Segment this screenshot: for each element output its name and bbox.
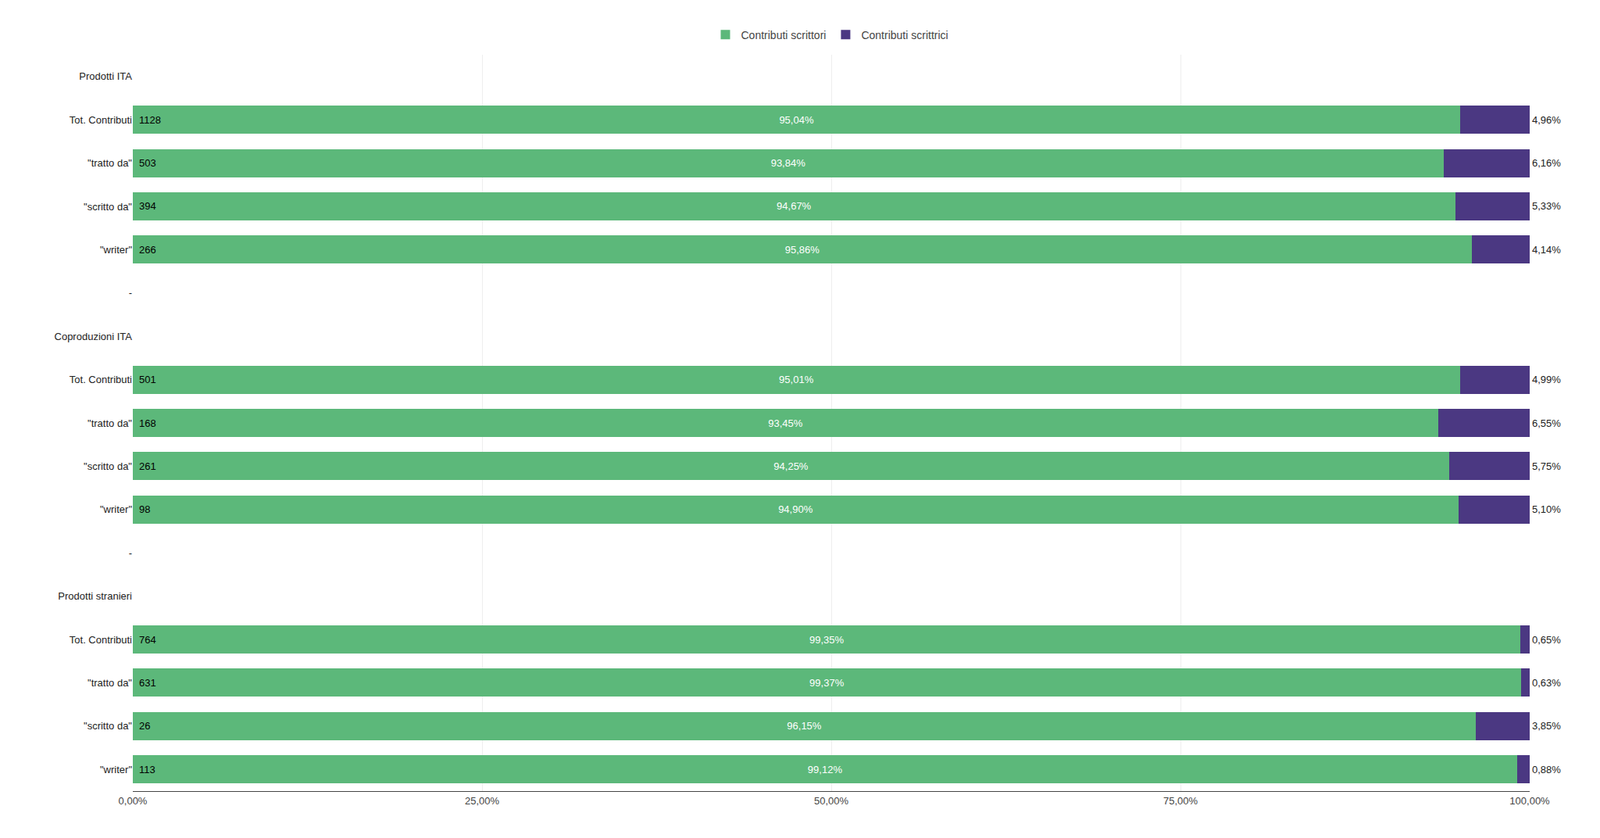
svg-text:93,45%: 93,45% bbox=[767, 417, 804, 429]
svg-text:94,90%: 94,90% bbox=[778, 503, 814, 515]
svg-text:"tratto da": "tratto da" bbox=[87, 157, 133, 169]
svg-text:5,75%: 5,75% bbox=[1532, 460, 1561, 472]
svg-text:Contributi scrittrici: Contributi scrittrici bbox=[860, 28, 948, 42]
svg-text:394: 394 bbox=[139, 200, 157, 212]
svg-text:764: 764 bbox=[139, 633, 157, 646]
svg-text:501: 501 bbox=[139, 373, 157, 386]
svg-text:Prodotti ITA: Prodotti ITA bbox=[78, 70, 133, 83]
svg-text:1128: 1128 bbox=[139, 114, 161, 126]
svg-text:6,55%: 6,55% bbox=[1532, 417, 1561, 429]
svg-text:5,10%: 5,10% bbox=[1532, 503, 1561, 515]
svg-text:100,00%: 100,00% bbox=[1509, 794, 1550, 807]
svg-text:"tratto da": "tratto da" bbox=[87, 676, 133, 689]
svg-text:Tot. Contributi: Tot. Contributi bbox=[69, 373, 133, 386]
svg-text:"scritto da": "scritto da" bbox=[83, 460, 133, 472]
svg-text:503: 503 bbox=[139, 157, 157, 169]
svg-text:261: 261 bbox=[139, 460, 157, 472]
svg-text:99,12%: 99,12% bbox=[807, 763, 843, 775]
svg-text:4,99%: 4,99% bbox=[1532, 373, 1561, 386]
svg-text:5,33%: 5,33% bbox=[1532, 200, 1561, 212]
svg-text:95,01%: 95,01% bbox=[778, 373, 815, 386]
svg-text:266: 266 bbox=[139, 243, 157, 256]
svg-text:75,00%: 75,00% bbox=[1163, 794, 1199, 807]
svg-text:94,25%: 94,25% bbox=[773, 460, 809, 472]
svg-text:-: - bbox=[128, 546, 133, 559]
svg-text:Prodotti stranieri: Prodotti stranieri bbox=[57, 589, 133, 602]
svg-text:113: 113 bbox=[139, 763, 156, 775]
svg-text:0,65%: 0,65% bbox=[1532, 633, 1561, 646]
svg-text:0,88%: 0,88% bbox=[1532, 763, 1561, 775]
svg-text:96,15%: 96,15% bbox=[786, 719, 822, 732]
svg-text:631: 631 bbox=[139, 676, 157, 689]
svg-text:4,96%: 4,96% bbox=[1532, 114, 1561, 126]
svg-text:98: 98 bbox=[139, 503, 150, 515]
svg-text:50,00%: 50,00% bbox=[814, 794, 850, 807]
svg-text:93,84%: 93,84% bbox=[771, 157, 807, 169]
svg-text:-: - bbox=[128, 286, 133, 299]
svg-text:Tot. Contributi: Tot. Contributi bbox=[69, 633, 133, 646]
svg-text:0,63%: 0,63% bbox=[1532, 676, 1561, 689]
svg-text:"writer": "writer" bbox=[100, 243, 133, 256]
svg-text:99,35%: 99,35% bbox=[809, 633, 845, 646]
svg-text:95,04%: 95,04% bbox=[778, 114, 815, 126]
svg-text:94,67%: 94,67% bbox=[776, 200, 812, 212]
svg-text:26: 26 bbox=[139, 719, 150, 732]
svg-text:95,86%: 95,86% bbox=[785, 243, 821, 256]
svg-text:"writer": "writer" bbox=[100, 763, 133, 775]
svg-text:99,37%: 99,37% bbox=[809, 676, 845, 689]
svg-text:0,00%: 0,00% bbox=[118, 794, 148, 807]
svg-text:Coproduzioni ITA: Coproduzioni ITA bbox=[54, 330, 133, 343]
svg-text:4,14%: 4,14% bbox=[1532, 243, 1561, 256]
svg-text:168: 168 bbox=[139, 417, 157, 429]
svg-text:Tot. Contributi: Tot. Contributi bbox=[69, 114, 133, 126]
svg-text:3,85%: 3,85% bbox=[1532, 719, 1561, 732]
svg-text:Contributi scrittori: Contributi scrittori bbox=[741, 28, 827, 42]
svg-text:"scritto da": "scritto da" bbox=[83, 719, 133, 732]
svg-text:"writer": "writer" bbox=[100, 503, 133, 515]
svg-text:"tratto da": "tratto da" bbox=[87, 417, 133, 429]
svg-text:25,00%: 25,00% bbox=[464, 794, 500, 807]
svg-text:6,16%: 6,16% bbox=[1532, 157, 1561, 169]
svg-text:"scritto da": "scritto da" bbox=[83, 200, 133, 212]
